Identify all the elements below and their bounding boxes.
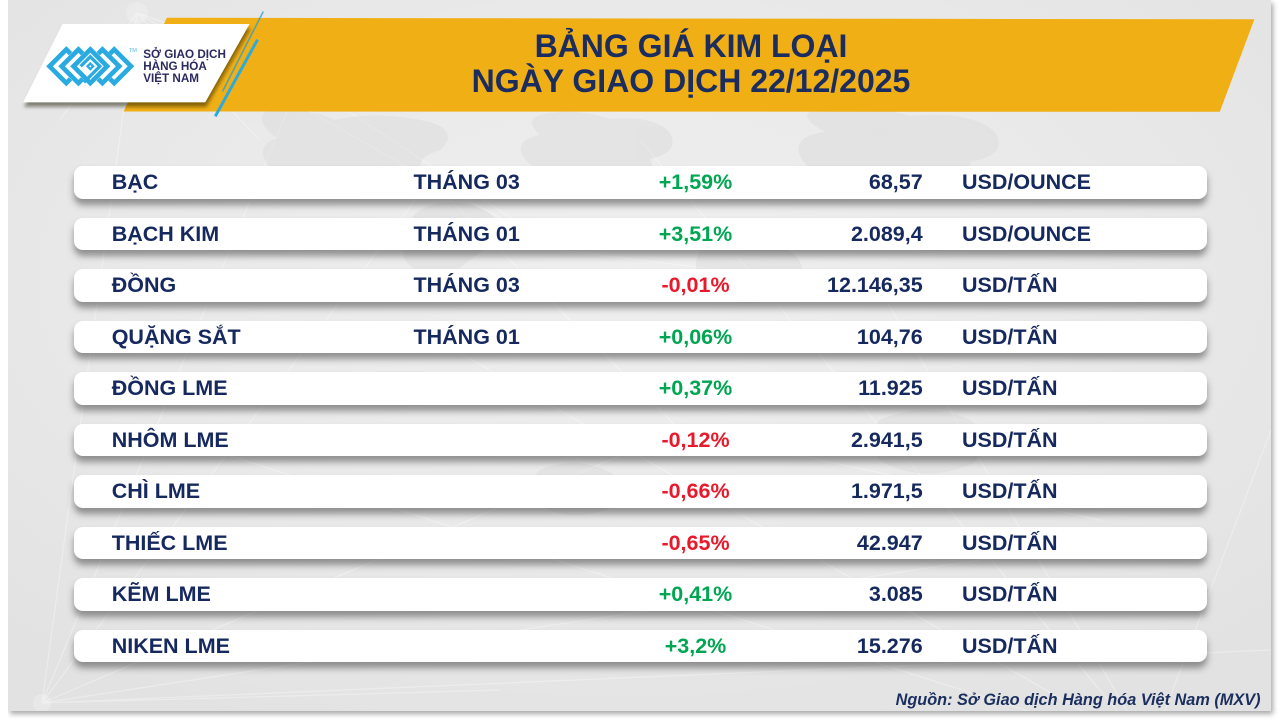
svg-text:TM: TM	[129, 48, 137, 54]
